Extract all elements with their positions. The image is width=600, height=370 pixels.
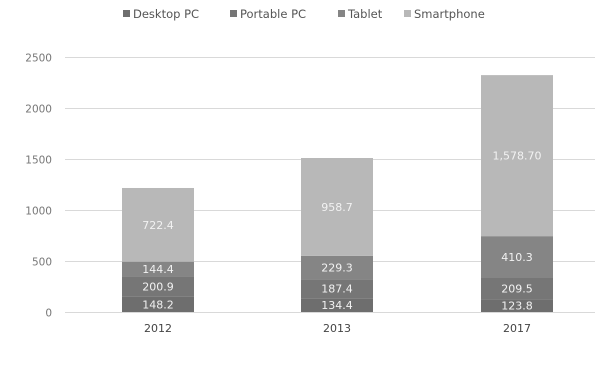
bar-2013-desktop-pc: [301, 298, 373, 312]
legend-swatch-smartphone: [404, 10, 411, 17]
x-tick-label-2017: 2017: [503, 322, 531, 335]
y-tick-label-2500: 2500: [25, 53, 52, 65]
data-label-2013-desktop-pc: 134.4: [321, 299, 353, 312]
x-tick-label-2012: 2012: [144, 322, 172, 335]
bar-2017-smartphone: [481, 75, 553, 237]
data-label-2012-tablet: 144.4: [142, 263, 174, 276]
bar-2012-smartphone: [122, 187, 194, 262]
x-tick-label-2013: 2013: [323, 322, 351, 335]
legend-swatch-tablet: [338, 10, 345, 17]
bar-2012-tablet: [122, 261, 194, 277]
legend-label-desktop-pc: Desktop PC: [133, 7, 199, 21]
legend: Desktop PC Portable PC Tablet Smartphone: [123, 7, 485, 21]
data-label-2017-smartphone: 1,578.70: [493, 150, 542, 163]
data-label-2017-portable-pc: 209.5: [501, 283, 533, 296]
y-tick-label-1500: 1500: [25, 155, 52, 167]
bar-2017-desktop-pc: [481, 299, 553, 312]
x-axis: 2012 2013 2017: [144, 322, 531, 335]
data-label-2013-tablet: 229.3: [321, 261, 353, 274]
legend-swatch-desktop-pc: [123, 10, 130, 17]
bar-2013-tablet: [301, 255, 373, 280]
data-label-2012-portable-pc: 200.9: [142, 281, 174, 294]
legend-label-portable-pc: Portable PC: [240, 7, 306, 21]
bar-2017-tablet: [481, 236, 553, 279]
bar-2012-desktop-pc: [122, 296, 194, 312]
data-labels: 148.2 200.9 144.4 722.4 134.4 187.4 229.3 958.7…: [142, 150, 541, 313]
y-tick-label-2000: 2000: [25, 104, 52, 116]
bar-2017-portable-pc: [481, 278, 553, 300]
legend-label-tablet: Tablet: [347, 7, 383, 21]
y-axis: 0 500 1000 1500 2000 2500: [25, 53, 52, 320]
data-label-2017-tablet: 410.3: [501, 251, 533, 264]
y-tick-label-500: 500: [32, 257, 52, 269]
bar-2012-portable-pc: [122, 276, 194, 297]
bar-2013-smartphone: [301, 158, 373, 256]
data-label-2012-desktop-pc: 148.2: [142, 298, 174, 311]
bars: [122, 75, 553, 312]
y-tick-label-0: 0: [45, 308, 52, 320]
data-label-2017-desktop-pc: 123.8: [501, 300, 533, 313]
y-tick-label-1000: 1000: [25, 206, 52, 218]
legend-swatch-portable-pc: [230, 10, 237, 17]
bar-2013-portable-pc: [301, 279, 373, 299]
legend-label-smartphone: Smartphone: [414, 7, 485, 21]
data-label-2013-portable-pc: 187.4: [321, 283, 353, 296]
data-label-2012-smartphone: 722.4: [142, 219, 174, 232]
data-label-2013-smartphone: 958.7: [321, 201, 353, 214]
